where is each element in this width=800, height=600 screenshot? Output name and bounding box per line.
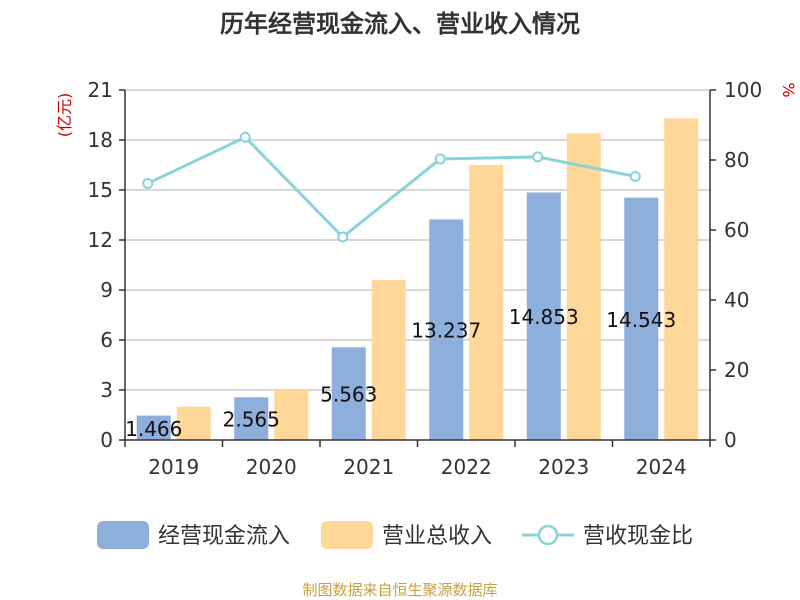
y-right-unit: % bbox=[779, 82, 798, 97]
legend-label-cash-inflow: 经营现金流入 bbox=[158, 524, 290, 549]
ratio-point bbox=[532, 151, 544, 163]
bar-cash-inflow bbox=[136, 415, 171, 440]
source-note: 制图数据来自恒生聚源数据库 bbox=[302, 581, 497, 599]
bar-revenue bbox=[176, 406, 211, 440]
bar-value-label: 13.237 bbox=[411, 319, 481, 343]
y-right-tick-label: 40 bbox=[724, 288, 749, 312]
bar-revenue bbox=[371, 280, 406, 440]
y-right-tick-label: 80 bbox=[724, 148, 749, 172]
bar-value-label: 5.563 bbox=[320, 383, 377, 407]
ratio-point bbox=[142, 177, 154, 189]
bar-value-label: 14.853 bbox=[509, 305, 579, 329]
y-left-tick-label: 9 bbox=[100, 278, 113, 302]
y-left-tick-label: 0 bbox=[100, 428, 113, 452]
y-left-tick-label: 18 bbox=[88, 128, 113, 152]
y-left-tick-label: 6 bbox=[100, 328, 113, 352]
y-right-tick-label: 0 bbox=[724, 428, 737, 452]
legend-label-revenue: 营业总收入 bbox=[382, 524, 492, 549]
y-left-tick-label: 12 bbox=[88, 228, 113, 252]
legend-label-ratio: 营收现金比 bbox=[583, 524, 693, 549]
grid-lines bbox=[125, 89, 710, 391]
y-right-tick-label: 60 bbox=[724, 218, 749, 242]
bar-value-label: 1.466 bbox=[125, 417, 182, 441]
y-left-tick-label: 21 bbox=[88, 78, 113, 102]
bar-cash-inflow bbox=[624, 197, 659, 440]
x-tick-label: 2020 bbox=[246, 455, 297, 479]
ratio-point bbox=[239, 131, 251, 143]
ratio-point bbox=[629, 170, 641, 182]
bar-cash-inflow bbox=[526, 192, 561, 440]
bar-cash-inflow bbox=[429, 219, 464, 440]
legend-swatch-ratio-marker bbox=[537, 524, 559, 546]
bar-revenue bbox=[469, 165, 504, 440]
x-tick-label: 2023 bbox=[538, 455, 589, 479]
y-right-tick-label: 20 bbox=[724, 358, 749, 382]
y-right-tick-label: 100 bbox=[724, 78, 762, 102]
x-tick-label: 2022 bbox=[441, 455, 492, 479]
data-labels: 1.466 2.565 5.563 13.237 14.853 14.543 bbox=[125, 305, 676, 441]
x-tick-label: 2021 bbox=[343, 455, 394, 479]
bar-revenue bbox=[664, 118, 699, 440]
legend-swatch-revenue bbox=[321, 521, 373, 549]
axes: 0 3 6 9 12 15 18 21 0 20 40 60 80 100 2019 2020 2021 2022… bbox=[88, 78, 763, 479]
chart-title: 历年经营现金流入、营业收入情况 bbox=[220, 10, 580, 38]
x-tick-label: 2024 bbox=[636, 455, 687, 479]
bars bbox=[136, 118, 699, 441]
bar-revenue bbox=[274, 390, 309, 440]
bar-revenue bbox=[566, 133, 601, 441]
y-left-tick-label: 15 bbox=[88, 178, 113, 202]
x-tick-label: 2019 bbox=[148, 455, 199, 479]
ratio-point bbox=[337, 231, 349, 243]
legend-swatch-cash-inflow bbox=[97, 521, 149, 549]
y-left-unit: (亿元) bbox=[55, 93, 74, 138]
ratio-point bbox=[434, 153, 446, 165]
y-left-tick-label: 3 bbox=[100, 378, 113, 402]
bar-value-label: 2.565 bbox=[223, 408, 280, 432]
ratio-polyline bbox=[147, 135, 636, 240]
ratio-line bbox=[142, 131, 641, 243]
bar-value-label: 14.543 bbox=[606, 308, 676, 332]
bar-cash-inflow bbox=[331, 347, 366, 440]
legend: 经营现金流入 营业总收入 营收现金比 bbox=[97, 521, 693, 549]
bar-cash-inflow bbox=[234, 397, 269, 440]
